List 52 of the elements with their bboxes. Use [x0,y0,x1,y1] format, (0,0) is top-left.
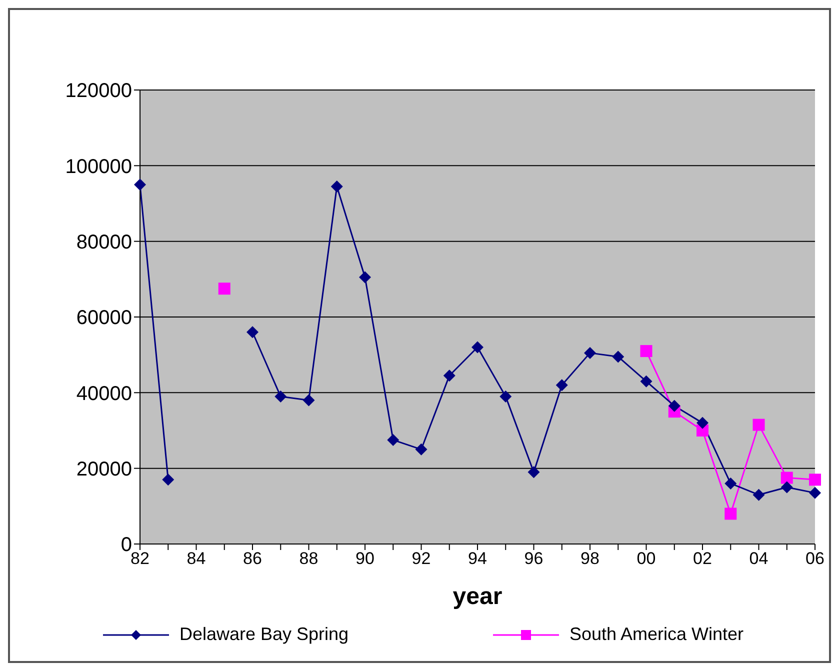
point [359,271,371,284]
point [724,477,737,490]
x-tick-label: 88 [299,549,318,568]
point [134,178,146,191]
point [330,180,343,192]
point [162,474,174,486]
x-tick-label: 96 [524,549,544,568]
point [302,394,315,406]
point [752,488,765,501]
point [612,350,624,363]
legend-label: South America Winter [569,624,744,645]
point [752,418,765,431]
point [472,341,484,354]
x-tick-label: 92 [412,549,431,568]
y-tick-label: 40000 [76,382,132,405]
x-tick-label: 04 [749,549,768,568]
x-tick-label: 84 [186,549,206,568]
x-tick-label: 82 [130,549,150,568]
y-tick-label: 20000 [76,458,132,480]
x-tick-label: 86 [243,549,262,568]
point [724,508,737,520]
x-tick-label: 00 [636,549,656,568]
point [556,379,568,392]
point [246,326,258,338]
point [696,416,708,429]
point [640,345,652,358]
point [218,282,230,295]
point [500,390,512,402]
x-axis-title: year [452,583,502,610]
point [528,466,540,478]
point [387,434,400,446]
x-tick-label: 98 [580,549,600,568]
point [809,486,821,499]
y-tick-label: 100000 [65,156,132,178]
point [584,346,596,359]
legend-label: Delaware Bay Spring [179,624,349,645]
y-tick-label: 0 [120,534,132,556]
x-tick-label: 06 [806,549,824,568]
point [415,443,428,456]
point [443,370,456,382]
y-tick-label: 60000 [76,307,132,330]
point [780,481,793,494]
point [809,474,821,486]
point [780,472,793,484]
y-tick-label: 80000 [76,231,132,254]
point [640,375,652,388]
x-tick-label: 90 [356,549,374,568]
y-tick-label: 120000 [65,80,132,102]
x-tick-label: 02 [693,549,712,568]
point [274,390,287,402]
x-tick-label: 94 [468,549,487,568]
point [668,400,680,412]
